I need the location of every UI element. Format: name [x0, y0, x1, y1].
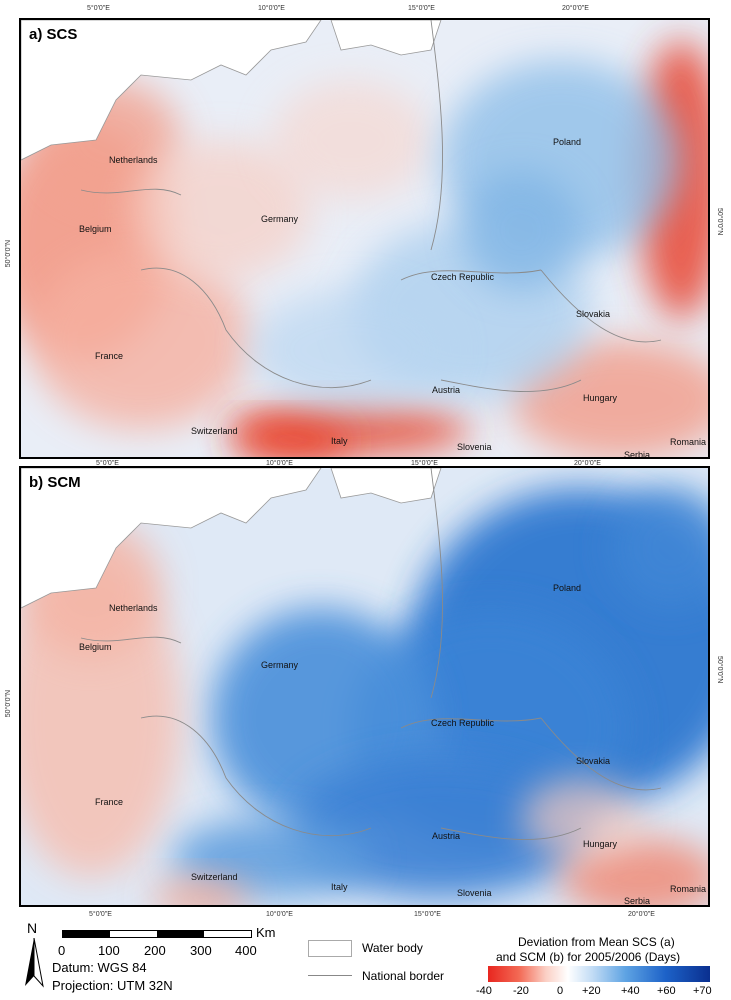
- lon-tick-top-5e: 5°0'0"E: [87, 5, 110, 12]
- lat-tick-left-b: 50°0'0"N: [5, 690, 12, 718]
- scale-tick-0: 0: [58, 943, 66, 958]
- label-romania-b: Romania: [670, 884, 707, 894]
- label-slovenia-a: Slovenia: [457, 442, 492, 452]
- lon-tick-mid-20e: 20°0'0"E: [574, 460, 601, 467]
- map-panel-scs: a) SCS Netherlands Belgium Germany Polan…: [19, 18, 710, 459]
- label-hungary-b: Hungary: [583, 839, 618, 849]
- panel-b-label: b) SCM: [29, 474, 81, 491]
- label-netherlands-a: Netherlands: [109, 155, 158, 165]
- scale-segment-4: [204, 931, 251, 937]
- colorbar-tick-p20: +20: [582, 985, 601, 997]
- north-arrow-icon: [25, 938, 44, 988]
- lat-tick-right-a: 50°0'0"N: [716, 208, 723, 236]
- projection-text: Projection: UTM 32N: [52, 978, 173, 993]
- lon-tick-bottom-10e: 10°0'0"E: [266, 911, 293, 918]
- scs-region-11: [251, 290, 451, 410]
- scale-segment-3: [157, 931, 204, 937]
- label-czech-a: Czech Republic: [431, 272, 495, 282]
- scm-region-9: [151, 878, 251, 905]
- label-czech-b: Czech Republic: [431, 718, 495, 728]
- label-germany-b: Germany: [261, 660, 299, 670]
- colorbar-tick-0: 0: [557, 985, 564, 997]
- label-italy-a: Italy: [331, 436, 348, 446]
- label-belgium-a: Belgium: [79, 224, 112, 234]
- lat-tick-left-a: 50°0'0"N: [5, 240, 12, 268]
- scm-map-raster: [21, 468, 708, 905]
- scale-tick-100: 100: [98, 943, 120, 958]
- panel-a-label: a) SCS: [29, 26, 78, 43]
- label-austria-a: Austria: [432, 385, 461, 395]
- label-france-b: France: [95, 797, 124, 807]
- label-hungary-a: Hungary: [583, 393, 618, 403]
- scale-tick-400: 400: [235, 943, 257, 958]
- lon-tick-top-20e: 20°0'0"E: [562, 5, 589, 12]
- national-border: [80, 468, 662, 840]
- national-border: [80, 20, 662, 392]
- map-panel-scm: b) SCM Netherlands Belgium Germany Polan…: [19, 466, 710, 907]
- north-arrow: N: [22, 920, 46, 990]
- water-body-label: Water body: [362, 941, 423, 955]
- national-border-label: National border: [362, 969, 445, 983]
- lat-tick-right-b: 50°0'0"N: [716, 656, 723, 684]
- scs-map-raster: [21, 20, 708, 457]
- label-slovakia-a: Slovakia: [576, 309, 611, 319]
- scs-region-3: [131, 140, 311, 280]
- lon-tick-bottom-15e: 15°0'0"E: [414, 911, 441, 918]
- scale-tick-300: 300: [190, 943, 212, 958]
- lon-tick-mid-15e: 15°0'0"E: [411, 460, 438, 467]
- colorbar-tick-p40: +40: [621, 985, 640, 997]
- lon-tick-top-15e: 15°0'0"E: [408, 5, 435, 12]
- scale-bar: [62, 930, 252, 938]
- label-germany-a: Germany: [261, 214, 299, 224]
- label-switzerland-a: Switzerland: [191, 426, 238, 436]
- national-border-swatch: [308, 975, 352, 976]
- lon-tick-top-10e: 10°0'0"E: [258, 5, 285, 12]
- label-france-a: France: [95, 351, 124, 361]
- colorbar-tick-m40: -40: [476, 985, 492, 997]
- scs-region-4: [271, 80, 431, 200]
- lon-tick-bottom-5e: 5°0'0"E: [89, 911, 112, 918]
- label-poland-a: Poland: [553, 137, 582, 147]
- water-body-swatch: [308, 940, 352, 957]
- scale-segment-2: [110, 931, 157, 937]
- label-italy-b: Italy: [331, 882, 348, 892]
- scale-segment-1: [63, 931, 110, 937]
- scm-region-10: [611, 488, 708, 608]
- datum-text: Datum: WGS 84: [52, 960, 147, 975]
- label-romania-a: Romania: [670, 437, 707, 447]
- label-poland-b: Poland: [553, 583, 582, 593]
- scs-region-12: [461, 170, 581, 290]
- scale-unit: Km: [256, 925, 276, 940]
- colorbar-title-line1: Deviation from Mean SCS (a): [518, 935, 675, 949]
- scm-region-4: [171, 818, 371, 898]
- label-austria-b: Austria: [432, 831, 461, 841]
- colorbar-title-line2: and SCM (b) for 2005/2006 (Days): [496, 950, 681, 964]
- label-switzerland-b: Switzerland: [191, 872, 238, 882]
- colorbar-tick-m20: -20: [513, 985, 529, 997]
- scale-tick-200: 200: [144, 943, 166, 958]
- label-netherlands-b: Netherlands: [109, 603, 158, 613]
- lon-tick-mid-5e: 5°0'0"E: [96, 460, 119, 467]
- scs-region-8: [231, 420, 351, 457]
- water-body: [330, 468, 442, 504]
- water-body: [21, 20, 322, 161]
- label-slovenia-b: Slovenia: [457, 888, 492, 898]
- scs-region-1: [31, 250, 251, 430]
- north-arrow-label: N: [27, 920, 38, 936]
- label-slovakia-b: Slovakia: [576, 756, 611, 766]
- lon-tick-bottom-20e: 20°0'0"E: [628, 911, 655, 918]
- colorbar-tick-p70: +70: [693, 985, 712, 997]
- colorbar-tick-p60: +60: [657, 985, 676, 997]
- water-body: [330, 20, 442, 56]
- label-belgium-b: Belgium: [79, 642, 112, 652]
- lon-tick-mid-10e: 10°0'0"E: [266, 460, 293, 467]
- water-body: [21, 468, 322, 609]
- colorbar-gradient: [488, 966, 710, 982]
- label-serbia-b: Serbia: [624, 896, 651, 906]
- scm-region-8: [521, 778, 641, 858]
- label-serbia-a: Serbia: [624, 450, 651, 459]
